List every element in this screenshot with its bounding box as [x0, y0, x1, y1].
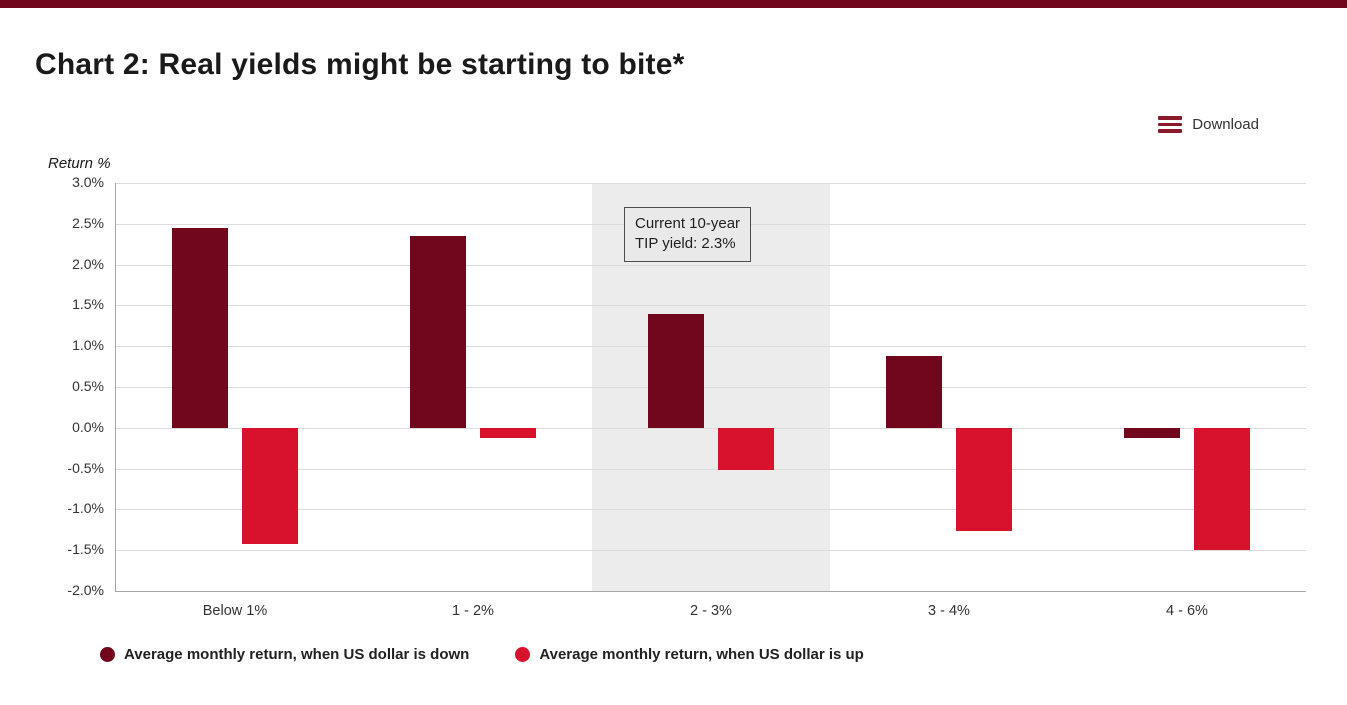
legend-marker-icon [100, 647, 115, 662]
download-label: Download [1192, 116, 1259, 133]
download-button[interactable]: Download [1158, 116, 1259, 133]
bar-series-2 [718, 427, 774, 471]
bar-series-2 [242, 427, 298, 544]
y-tick-label: -1.0% [67, 500, 104, 517]
y-axis-title: Return % [48, 155, 111, 172]
y-tick-label: -1.5% [67, 541, 104, 558]
bar-series-1 [1124, 427, 1180, 439]
y-tick-label: -0.5% [67, 459, 104, 476]
chart-title: Chart 2: Real yields might be starting t… [35, 48, 685, 81]
x-tick-label: 3 - 4% [928, 603, 970, 619]
y-axis-labels: 3.0% 2.5% 2.0% 1.5% 1.0% 0.5% 0.0% -0.5% -1.0% -1… [28, 174, 104, 598]
legend: Average monthly return, when US dollar i… [100, 646, 864, 663]
grid-line [116, 550, 1306, 552]
legend-marker-icon [515, 647, 531, 662]
bar-series-1 [648, 313, 704, 428]
bar-series-1 [886, 355, 942, 428]
x-tick-label: Below 1% [202, 603, 268, 619]
legend-label: Average monthly return, when US dollar i… [124, 646, 470, 663]
bar-series-2 [956, 427, 1012, 532]
bar-series-1 [410, 236, 466, 428]
brand-accent-bar [0, 0, 1347, 8]
grid-line [116, 305, 1306, 307]
x-tick-label: 1 - 2% [452, 603, 494, 619]
grid-line [116, 183, 1306, 184]
y-tick-label: 3.0% [72, 174, 104, 190]
grid-line [116, 264, 1306, 266]
x-tick-label: 2 - 3% [690, 603, 732, 619]
grid-line [116, 468, 1306, 470]
bar-series-1 [172, 227, 228, 428]
y-tick-label: 0.0% [72, 418, 104, 435]
grid-line [116, 346, 1306, 348]
y-tick-label: 1.5% [72, 296, 104, 313]
grid-line [116, 387, 1306, 388]
download-menu-icon [1158, 116, 1183, 133]
legend-item-1: Average monthly return, when US dollar i… [100, 646, 469, 663]
y-tick-label: -2.0% [67, 582, 104, 598]
x-tick-label: 4 - 6% [1166, 603, 1208, 619]
bar-series-2 [1194, 427, 1250, 551]
bar-series-2 [480, 427, 536, 439]
annotation-box: Current 10-year TIP yield: 2.3% [624, 207, 752, 262]
grid-line [116, 427, 1306, 429]
legend-label: Average monthly return, when US dollar i… [539, 646, 864, 663]
y-tick-label: 2.0% [72, 255, 104, 272]
y-tick-label: 2.5% [72, 214, 104, 231]
legend-item-2: Average monthly return, when US dollar i… [515, 646, 864, 663]
y-tick-label: 1.0% [72, 337, 104, 354]
plot-area: 3.0% 2.5% 2.0% 1.5% 1.0% 0.5% 0.0% -0.5% -1.0% -1… [67, 174, 1306, 619]
grid-line [116, 509, 1306, 511]
y-tick-label: 0.5% [72, 378, 104, 394]
